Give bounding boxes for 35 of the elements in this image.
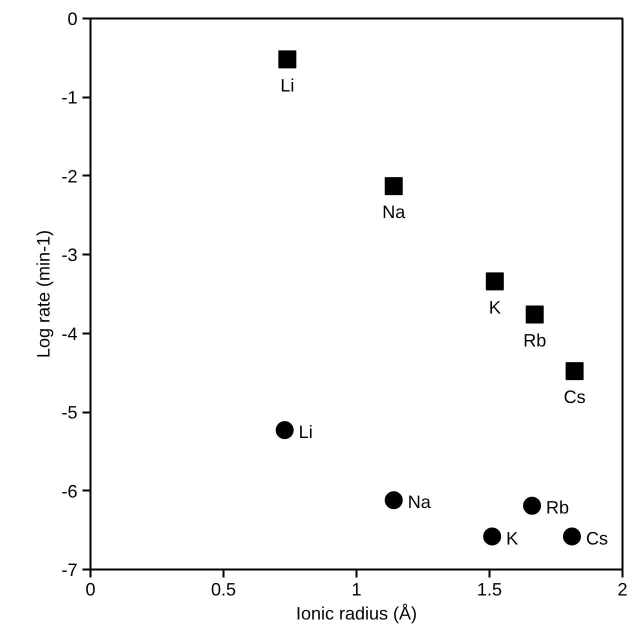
annotation: K [506,528,518,548]
annotation: Cs [586,528,608,548]
x-axis-title: Ionic radius (Å) [296,604,418,624]
annotation: Na [408,492,432,512]
point [523,496,542,515]
point [526,305,544,324]
y-tick-label: -6 [61,481,78,502]
point [384,491,403,510]
x-tick-label: 1 [351,580,362,600]
annotation: Rb [523,330,546,350]
point [276,421,294,440]
y-tick-label: -3 [61,245,78,266]
annotation: Rb [546,498,570,518]
point [486,272,504,290]
point [566,362,584,380]
point [278,50,296,68]
x-tick-label: 0 [85,580,96,600]
x-tick-label: 0.5 [210,580,236,600]
annotation: Na [382,202,406,222]
y-tick-label: -7 [61,560,78,580]
point [384,177,403,196]
x-tick-label: 2 [617,580,628,600]
point [562,527,581,546]
y-tick-label: -1 [61,88,78,108]
y-tick-label: -4 [61,324,78,344]
annotation: Li [280,75,294,96]
x-tick-label: 1.5 [476,580,502,600]
point [483,527,502,546]
y-axis-title: Log rate (min-1) [33,230,54,358]
y-tick-label: -5 [61,402,78,423]
y-tick-label: 0 [67,9,78,29]
y-tick-label: -2 [61,166,78,186]
annotation: K [488,297,501,318]
annotation: Li [298,422,313,442]
annotation: Cs [564,387,586,408]
